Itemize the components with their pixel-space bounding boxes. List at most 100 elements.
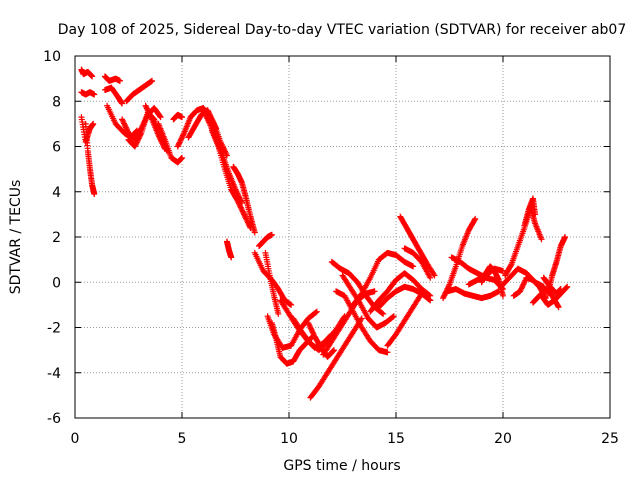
data-point — [146, 110, 153, 117]
x-tick-label: 25 — [601, 431, 619, 447]
y-tick-label: -6 — [47, 411, 61, 427]
data-point — [521, 278, 528, 285]
data-point — [237, 203, 244, 210]
satellite-track — [101, 84, 126, 107]
satellite-track — [208, 127, 254, 231]
data-point — [179, 154, 185, 161]
data-point — [241, 212, 248, 219]
data-point — [538, 236, 545, 243]
y-tick-label: 0 — [52, 275, 61, 291]
data-point — [178, 135, 185, 142]
data-point — [330, 347, 337, 354]
data-point — [144, 106, 151, 113]
satellite-track — [502, 204, 545, 279]
x-tick-label: 15 — [387, 431, 405, 447]
data-point — [205, 118, 212, 125]
data-point — [310, 330, 317, 337]
data-point — [288, 301, 295, 308]
y-tick-label: 4 — [52, 185, 61, 201]
data-point — [440, 293, 447, 300]
data-point — [306, 322, 313, 329]
data-point — [507, 262, 514, 269]
satellite-track — [119, 105, 164, 143]
satellite-track — [170, 111, 185, 123]
satellite-track — [367, 270, 434, 315]
data-point — [148, 114, 155, 121]
data-point — [133, 140, 140, 147]
data-point — [204, 116, 211, 123]
satellite-track — [384, 290, 425, 349]
data-point — [135, 135, 142, 142]
data-point — [119, 117, 126, 124]
data-point — [384, 349, 391, 356]
data-point — [201, 110, 208, 117]
satellite-track — [230, 163, 258, 236]
data-point — [228, 254, 235, 261]
data-point — [122, 124, 129, 131]
data-point — [202, 112, 209, 119]
data-point — [517, 288, 524, 295]
data-point — [179, 132, 186, 139]
data-point — [532, 211, 539, 218]
y-tick-label: 10 — [43, 49, 61, 65]
data-point — [145, 108, 152, 115]
data-point — [471, 217, 478, 224]
satellite-track — [478, 263, 506, 299]
satellite-track — [155, 120, 185, 166]
data-point — [564, 283, 571, 290]
data-point — [430, 271, 437, 278]
data-point — [206, 119, 213, 126]
data-point — [119, 116, 126, 123]
data-point — [440, 295, 447, 302]
data-point — [431, 272, 438, 279]
data-point — [518, 285, 525, 292]
data-point — [427, 274, 434, 281]
data-point — [201, 108, 208, 115]
data-point — [121, 120, 128, 127]
satellite-track — [78, 89, 98, 98]
data-point — [268, 231, 275, 238]
y-tick-label: 8 — [52, 94, 61, 110]
satellite-track — [440, 215, 479, 302]
data-point — [309, 329, 316, 336]
y-tick-label: 2 — [52, 230, 61, 246]
satellite-track — [123, 77, 156, 105]
chart-title: Day 108 of 2025, Sidereal Day-to-day VTE… — [58, 22, 627, 38]
data-point — [562, 285, 569, 292]
data-point — [275, 310, 282, 317]
y-tick-label: -2 — [47, 321, 61, 337]
data-point — [472, 215, 479, 222]
data-point — [418, 290, 425, 297]
data-point — [179, 133, 186, 140]
data-point — [136, 133, 143, 140]
data-point — [133, 139, 140, 146]
data-point — [91, 91, 98, 98]
data-point — [176, 140, 183, 147]
data-point — [557, 286, 564, 293]
satellite-track — [401, 245, 434, 281]
data-point — [330, 347, 337, 354]
data-point — [177, 136, 184, 143]
data-point — [157, 114, 164, 121]
data-point — [179, 114, 185, 121]
data-point — [176, 139, 183, 146]
axis-ticks: 0 5 10 15 20 25 -6 -4 -2 0 2 4 6 8 10 — [43, 49, 619, 447]
data-point — [204, 115, 211, 122]
data-point — [563, 284, 570, 291]
data-point — [555, 304, 562, 311]
satellite-track — [521, 195, 539, 229]
data-point — [562, 234, 569, 240]
data-point — [143, 105, 150, 112]
data-point — [137, 131, 144, 138]
data-point — [137, 132, 144, 139]
data-point — [235, 199, 242, 206]
data-point — [379, 310, 386, 317]
y-tick-label: -4 — [47, 366, 61, 382]
data-point — [305, 319, 312, 326]
data-point — [131, 143, 138, 150]
data-point — [245, 220, 252, 227]
data-point — [123, 125, 130, 132]
data-point — [145, 109, 152, 116]
data-point — [519, 282, 526, 289]
data-point — [520, 281, 527, 288]
